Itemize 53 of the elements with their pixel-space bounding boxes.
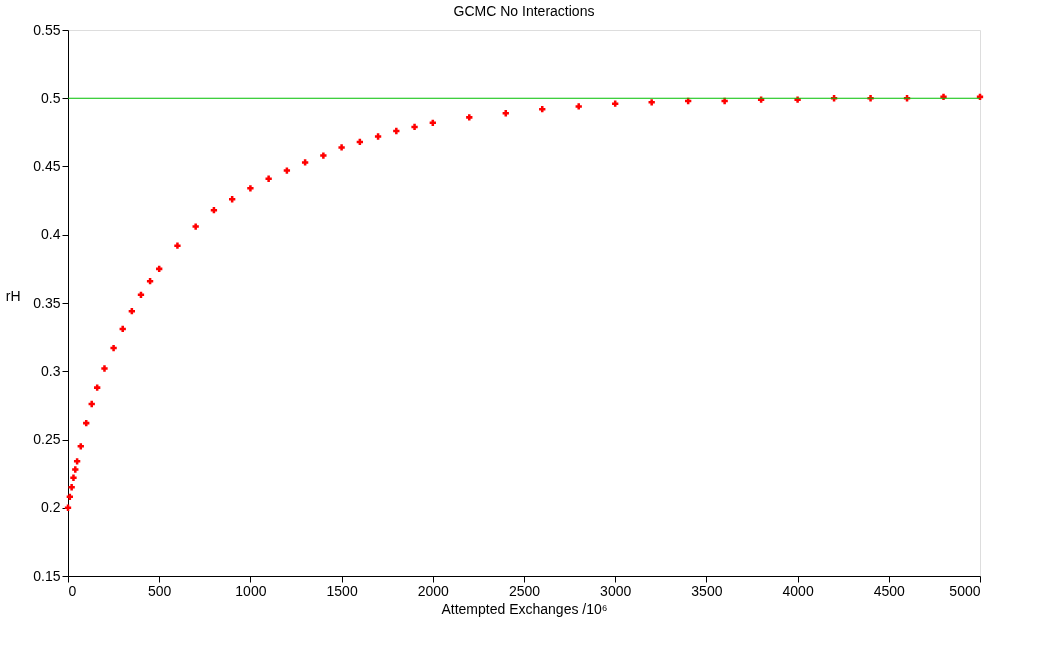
point [283, 167, 291, 174]
point [301, 159, 309, 166]
y-axis-title: rH [5, 287, 21, 304]
point [77, 443, 84, 450]
x-tick-label: 4500 [873, 582, 906, 599]
x-tick-label: 1000 [235, 582, 267, 599]
x-tick-label: 1500 [326, 582, 358, 599]
x-axis-title: Attempted Exchanges /10⁶ [441, 600, 608, 617]
x-tick-label: 3500 [691, 582, 723, 599]
point [174, 242, 181, 249]
point [411, 123, 418, 131]
point [575, 103, 582, 110]
y-tick-label: 0.35 [33, 294, 61, 311]
point [110, 344, 117, 352]
x-tick-label: 500 [148, 582, 172, 599]
point [83, 419, 90, 427]
y-tick-label: 0.55 [33, 21, 61, 38]
x-tick-label: 0 [68, 582, 77, 599]
y-tick-label: 0.3 [41, 362, 61, 379]
chart-title: GCMC No Interactions [453, 3, 595, 19]
point [612, 100, 619, 107]
point [192, 223, 199, 230]
y-tick-label: 0.45 [33, 158, 61, 174]
x-tick-label: 5000 [949, 582, 981, 599]
point [374, 133, 382, 140]
y-tick-label: 0.4 [41, 226, 61, 243]
point [338, 144, 345, 151]
point [64, 504, 72, 511]
point [229, 196, 236, 203]
y-tick-label: 0.15 [33, 567, 61, 584]
point [320, 152, 327, 159]
x-tick-label: 2500 [508, 582, 541, 599]
x-tick-label: 4000 [782, 582, 814, 599]
point [466, 114, 473, 121]
point [247, 185, 254, 192]
point [393, 127, 400, 135]
y-tick-label: 0.5 [41, 89, 61, 106]
y-tick-label: 0.25 [33, 431, 61, 447]
point [73, 458, 81, 465]
point [648, 99, 655, 106]
point [265, 175, 272, 182]
point [68, 484, 75, 491]
point [539, 106, 546, 113]
point [70, 474, 77, 481]
x-tick-label: 3000 [600, 582, 632, 599]
point [101, 365, 108, 372]
point [72, 466, 79, 473]
point [502, 110, 509, 117]
x-tick-label: 2000 [417, 582, 450, 599]
point [94, 384, 101, 391]
point [88, 400, 95, 408]
y-tick-label: 0.2 [41, 499, 61, 516]
point [119, 325, 126, 333]
